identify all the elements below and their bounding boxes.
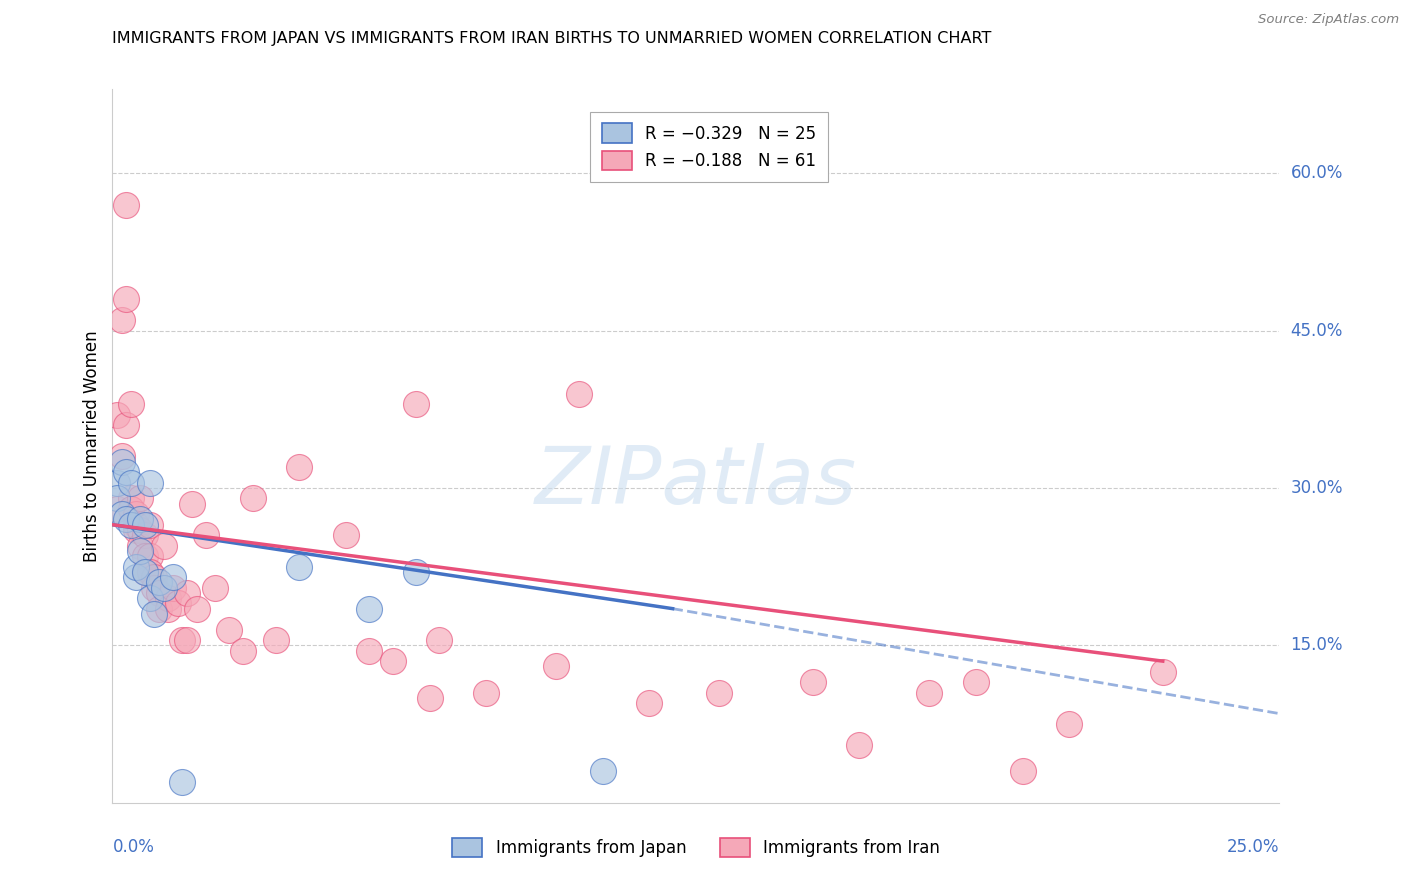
Point (105, 491, 128, 506)
Point (157, 601, 180, 615)
Point (111, 507, 134, 521)
Point (125, 523, 148, 537)
Point (120, 517, 142, 532)
Text: ZIPatlas: ZIPatlas (534, 442, 858, 521)
Point (105, 408, 128, 422)
Text: 45.0%: 45.0% (1291, 321, 1343, 340)
Point (359, 643, 381, 657)
Point (115, 417, 138, 432)
Text: 25.0%: 25.0% (1227, 838, 1279, 855)
Point (115, 292, 138, 306)
Point (111, 450, 134, 464)
Point (427, 633, 450, 648)
Point (405, 397, 427, 411)
Point (359, 601, 381, 615)
Point (120, 491, 142, 506)
Point (194, 528, 217, 542)
Point (125, 517, 148, 532)
Point (143, 607, 166, 621)
Point (134, 549, 156, 564)
Point (120, 502, 142, 516)
Point (105, 502, 128, 516)
Point (204, 581, 226, 595)
Point (162, 581, 184, 595)
Point (129, 512, 152, 526)
Point (139, 565, 162, 579)
Point (134, 528, 156, 542)
Point (965, 675, 987, 690)
Point (288, 559, 311, 574)
Point (115, 465, 138, 479)
Point (120, 397, 142, 411)
Point (218, 623, 240, 637)
Point (134, 565, 156, 579)
Point (172, 774, 194, 789)
Point (129, 544, 152, 558)
Text: 15.0%: 15.0% (1291, 636, 1343, 655)
Point (801, 675, 824, 690)
Point (143, 570, 166, 584)
Point (1152, 665, 1174, 679)
Point (153, 539, 176, 553)
Point (125, 570, 148, 584)
Point (143, 581, 166, 595)
Point (405, 565, 427, 579)
Point (139, 591, 162, 606)
Point (139, 549, 162, 564)
Point (134, 517, 156, 532)
Point (129, 523, 152, 537)
Point (148, 586, 170, 600)
Point (162, 570, 184, 584)
Point (381, 654, 404, 668)
Point (264, 633, 287, 648)
Point (148, 601, 170, 615)
Point (186, 601, 208, 615)
Point (172, 633, 194, 648)
Point (848, 738, 870, 752)
Point (242, 491, 264, 506)
Point (709, 685, 731, 699)
Point (134, 565, 156, 579)
Point (475, 685, 498, 699)
Point (592, 764, 614, 779)
Point (139, 475, 162, 490)
Point (176, 633, 198, 648)
Point (111, 455, 134, 469)
Point (129, 539, 152, 553)
Point (115, 512, 138, 526)
Point (129, 491, 152, 506)
Point (568, 386, 591, 401)
Point (148, 575, 170, 590)
Point (125, 559, 148, 574)
Y-axis label: Births to Unmarried Women: Births to Unmarried Women (83, 330, 101, 562)
Text: Source: ZipAtlas.com: Source: ZipAtlas.com (1258, 13, 1399, 27)
Point (115, 197, 138, 211)
Point (638, 696, 661, 710)
Point (120, 475, 142, 490)
Point (918, 685, 941, 699)
Point (105, 475, 128, 490)
Point (419, 690, 441, 705)
Point (166, 596, 188, 610)
Point (544, 659, 567, 673)
Text: 60.0%: 60.0% (1291, 164, 1343, 182)
Text: 30.0%: 30.0% (1291, 479, 1343, 497)
Point (180, 497, 202, 511)
Point (111, 313, 134, 327)
Point (335, 528, 357, 542)
Point (139, 517, 162, 532)
Text: 0.0%: 0.0% (112, 838, 155, 855)
Point (157, 591, 180, 606)
Point (288, 460, 311, 475)
Point (176, 586, 198, 600)
Point (232, 643, 254, 657)
Point (153, 581, 176, 595)
Point (1011, 764, 1033, 779)
Point (125, 507, 148, 521)
Text: IMMIGRANTS FROM JAPAN VS IMMIGRANTS FROM IRAN BIRTHS TO UNMARRIED WOMEN CORRELAT: IMMIGRANTS FROM JAPAN VS IMMIGRANTS FROM… (112, 31, 991, 46)
Legend: Immigrants from Japan, Immigrants from Iran: Immigrants from Japan, Immigrants from I… (444, 830, 948, 866)
Point (1059, 717, 1081, 731)
